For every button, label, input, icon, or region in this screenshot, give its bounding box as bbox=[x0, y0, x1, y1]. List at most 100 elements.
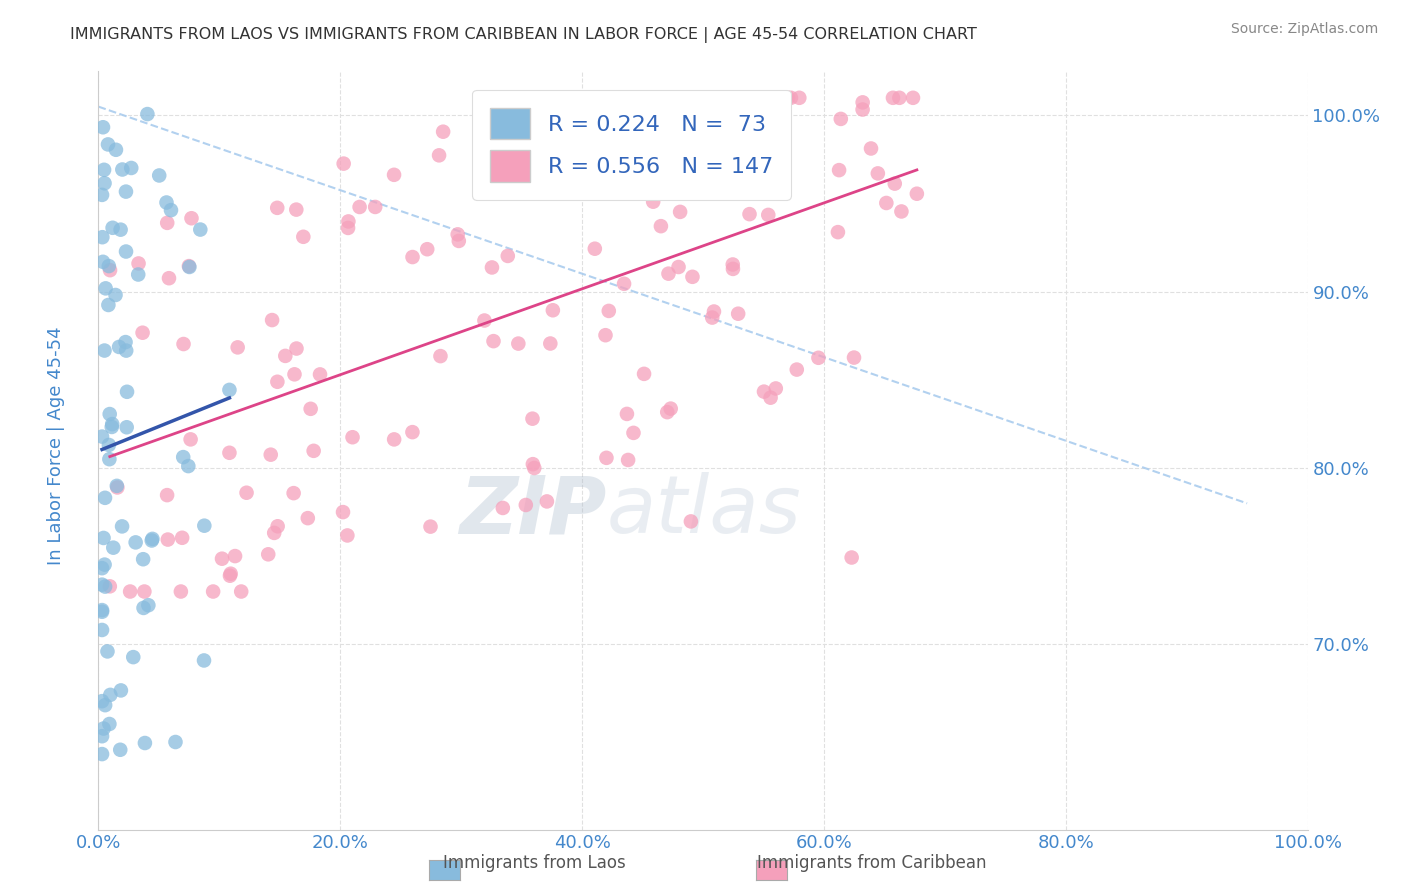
Point bbox=[496, 249, 519, 263]
Point bbox=[266, 201, 288, 215]
Point bbox=[336, 528, 359, 542]
Point bbox=[474, 169, 496, 183]
Point bbox=[724, 91, 747, 105]
Text: atlas: atlas bbox=[606, 472, 801, 550]
Point bbox=[427, 148, 450, 162]
Point bbox=[292, 229, 315, 244]
Point bbox=[93, 558, 115, 572]
Point bbox=[93, 162, 115, 177]
Point bbox=[96, 644, 118, 658]
Point bbox=[776, 91, 799, 105]
Point bbox=[616, 407, 638, 421]
Point bbox=[337, 221, 360, 235]
Point bbox=[769, 169, 792, 183]
Point bbox=[266, 375, 288, 389]
Point bbox=[91, 694, 114, 708]
Point bbox=[756, 208, 779, 222]
Point bbox=[807, 351, 830, 365]
Point bbox=[659, 401, 682, 416]
Point bbox=[650, 219, 672, 234]
Point bbox=[349, 200, 371, 214]
Point bbox=[104, 288, 127, 302]
Point bbox=[105, 480, 128, 494]
Point bbox=[115, 343, 138, 358]
Text: IMMIGRANTS FROM LAOS VS IMMIGRANTS FROM CARIBBEAN IN LABOR FORCE | AGE 45-54 COR: IMMIGRANTS FROM LAOS VS IMMIGRANTS FROM … bbox=[70, 27, 977, 43]
Point bbox=[218, 446, 240, 460]
Point bbox=[364, 200, 387, 214]
Point bbox=[131, 326, 153, 340]
Point bbox=[595, 450, 617, 465]
Point bbox=[883, 177, 905, 191]
Point bbox=[97, 259, 120, 273]
Point bbox=[595, 328, 617, 343]
Point bbox=[481, 260, 503, 275]
Point bbox=[382, 433, 405, 447]
Point bbox=[546, 93, 568, 107]
Point bbox=[157, 271, 180, 285]
Point bbox=[104, 143, 127, 157]
Point bbox=[155, 195, 177, 210]
Point bbox=[768, 91, 790, 105]
Point bbox=[416, 242, 439, 256]
Point bbox=[285, 342, 308, 356]
Point bbox=[598, 304, 620, 318]
Point bbox=[172, 531, 194, 545]
Point bbox=[721, 261, 744, 276]
Point bbox=[124, 535, 146, 549]
Point bbox=[188, 222, 211, 236]
Point bbox=[786, 362, 808, 376]
Point bbox=[768, 91, 790, 105]
Point bbox=[617, 453, 640, 467]
Point bbox=[866, 166, 889, 180]
Point bbox=[841, 550, 863, 565]
Point bbox=[780, 91, 803, 105]
Point bbox=[429, 349, 451, 363]
Point bbox=[738, 207, 761, 221]
Point bbox=[583, 242, 606, 256]
Point bbox=[101, 220, 124, 235]
Point bbox=[747, 166, 769, 180]
Point bbox=[91, 605, 114, 619]
Point bbox=[623, 425, 645, 440]
Point bbox=[657, 267, 679, 281]
Point bbox=[98, 452, 121, 467]
Point bbox=[685, 150, 707, 164]
Point bbox=[309, 368, 332, 382]
Point bbox=[202, 584, 225, 599]
Point bbox=[852, 103, 875, 117]
Point bbox=[114, 335, 136, 350]
Point bbox=[522, 457, 544, 471]
Point bbox=[211, 551, 233, 566]
Point bbox=[110, 222, 132, 236]
Point bbox=[91, 729, 114, 743]
Point bbox=[218, 383, 240, 397]
Point bbox=[274, 349, 297, 363]
Point bbox=[666, 128, 689, 143]
Point bbox=[263, 525, 285, 540]
Point bbox=[91, 255, 114, 269]
Point bbox=[285, 202, 308, 217]
Point bbox=[122, 650, 145, 665]
Point bbox=[120, 161, 142, 175]
Point bbox=[138, 599, 160, 613]
Point bbox=[165, 735, 187, 749]
Point bbox=[148, 169, 170, 183]
Point bbox=[97, 438, 120, 452]
Point bbox=[537, 91, 560, 105]
Point bbox=[115, 185, 138, 199]
Point bbox=[156, 533, 179, 547]
Point bbox=[536, 494, 558, 508]
Point bbox=[101, 417, 124, 431]
Point bbox=[283, 368, 305, 382]
Point bbox=[727, 307, 749, 321]
Point bbox=[668, 260, 690, 274]
Point bbox=[262, 313, 284, 327]
Point bbox=[342, 430, 364, 444]
Point bbox=[93, 531, 115, 545]
Point bbox=[177, 459, 200, 474]
Point bbox=[337, 214, 360, 228]
Point bbox=[98, 407, 121, 421]
Legend: R = 0.224   N =  73, R = 0.556   N = 147: R = 0.224 N = 73, R = 0.556 N = 147 bbox=[472, 90, 790, 200]
Point bbox=[180, 433, 202, 447]
Text: In Labor Force | Age 45-54: In Labor Force | Age 45-54 bbox=[48, 326, 65, 566]
